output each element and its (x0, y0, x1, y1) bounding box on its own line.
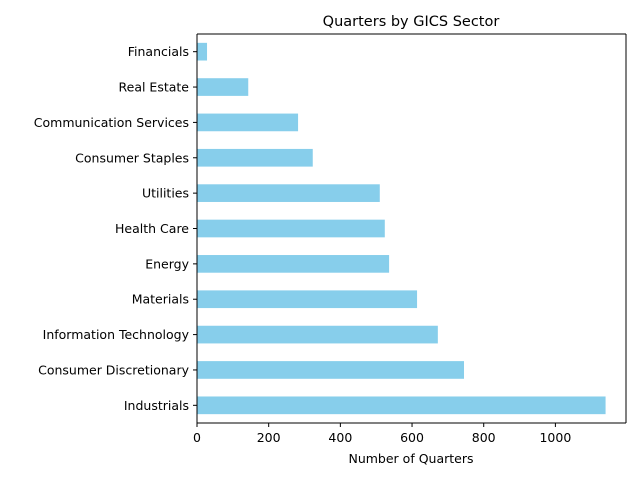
y-tick-label-consumer-discretionary: Consumer Discretionary (38, 362, 189, 377)
bar-utilities (197, 184, 380, 202)
bar-materials (197, 290, 418, 309)
bar-information-technology (197, 325, 438, 344)
x-axis-label: Number of Quarters (348, 451, 473, 466)
bar-financials (197, 42, 208, 61)
y-tick-label-energy: Energy (145, 256, 189, 271)
x-tick-label: 1000 (539, 430, 571, 445)
y-tick-label-financials: Financials (128, 44, 189, 59)
bar-real-estate (197, 78, 249, 96)
y-tick-label-health-care: Health Care (115, 221, 189, 236)
x-tick-label: 800 (472, 430, 496, 445)
x-tick-label: 400 (328, 430, 352, 445)
x-tick-label: 0 (193, 430, 201, 445)
y-tick-label-materials: Materials (132, 292, 189, 307)
x-tick-label: 600 (400, 430, 424, 445)
bar-industrials (197, 396, 606, 415)
bar-energy (197, 255, 390, 273)
chart-title: Quarters by GICS Sector (323, 14, 500, 30)
y-tick-label-information-technology: Information Technology (43, 327, 190, 342)
y-tick-label-industrials: Industrials (124, 398, 189, 413)
bar-communication-services (197, 113, 299, 132)
bar-consumer-staples (197, 148, 313, 167)
bars-group (197, 42, 606, 415)
x-axis-ticks: 0 200 400 600 800 1000 (193, 423, 571, 445)
y-axis-ticks: Industrials Consumer Discretionary Informa… (34, 44, 197, 413)
y-tick-label-communication-services: Communication Services (34, 115, 189, 130)
bar-consumer-discretionary (197, 361, 465, 379)
y-tick-label-consumer-staples: Consumer Staples (75, 150, 189, 165)
axes-frame (196, 33, 627, 424)
x-tick-label: 200 (257, 430, 281, 445)
y-tick-label-utilities: Utilities (142, 186, 189, 201)
y-tick-label-real-estate: Real Estate (119, 80, 190, 95)
bar-health-care (197, 219, 385, 238)
